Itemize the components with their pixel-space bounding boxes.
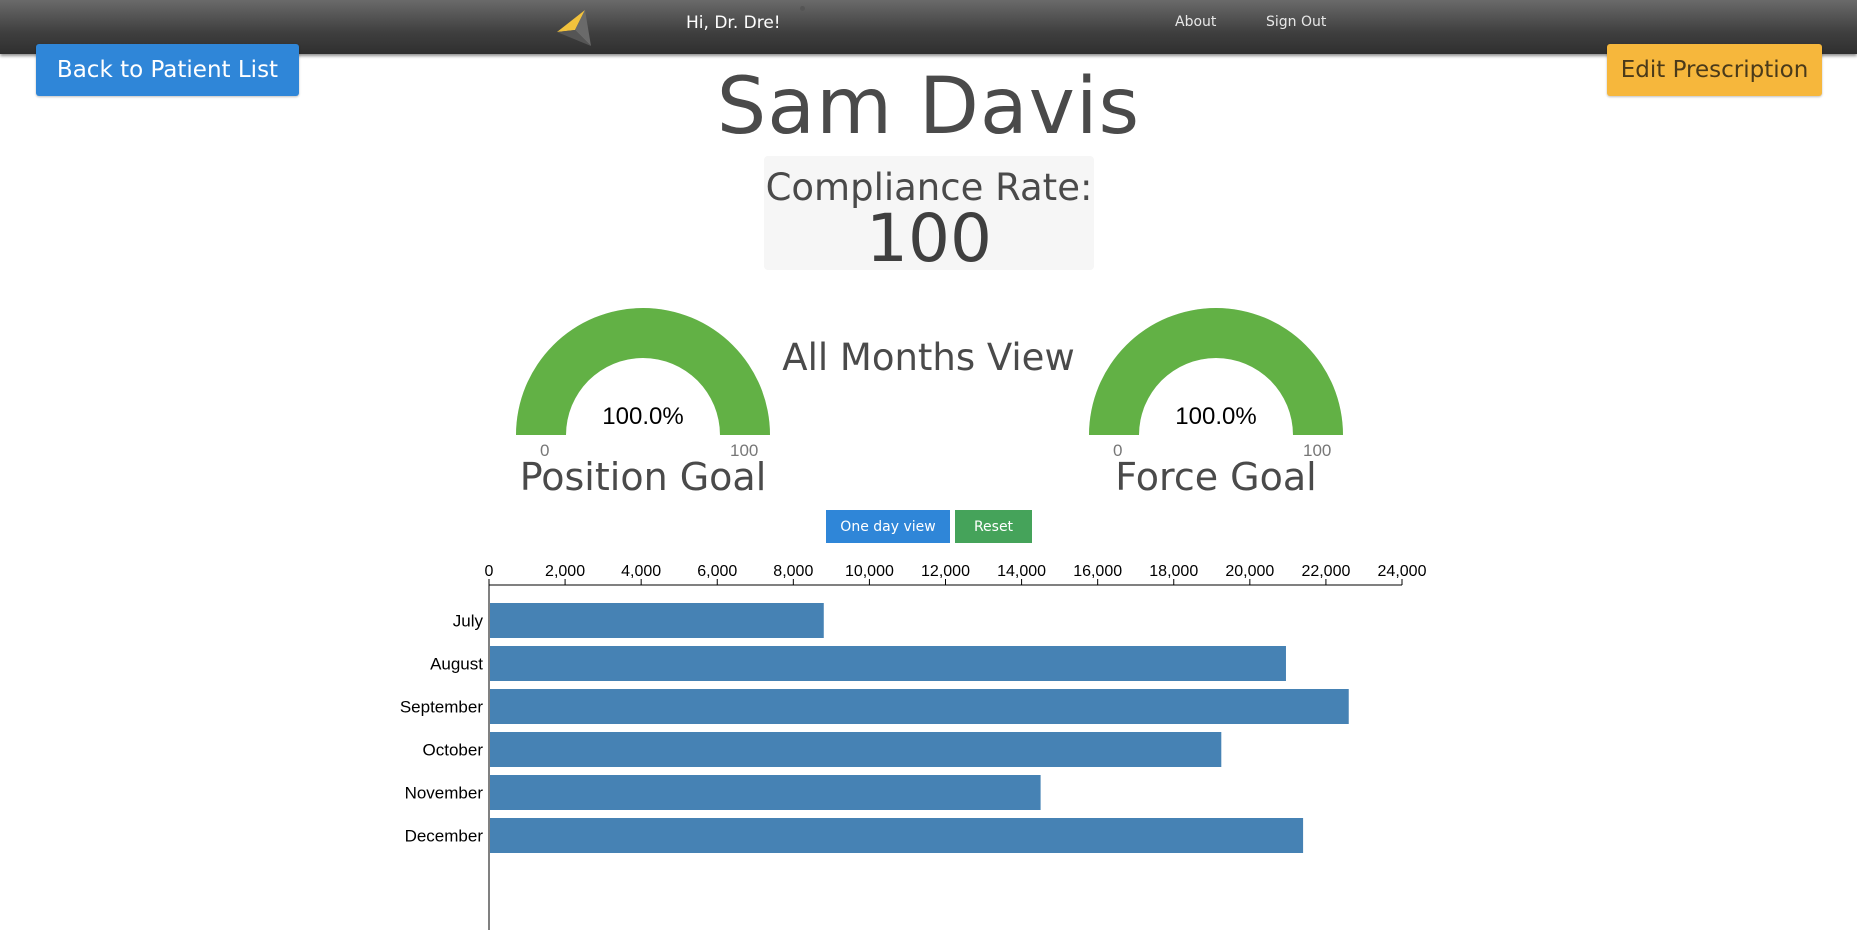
position-goal-gauge: 100.0% 0 100 Position Goal — [508, 300, 778, 500]
position-goal-max: 100 — [730, 441, 759, 460]
view-title: All Months View — [782, 336, 1075, 379]
category-label: July — [453, 612, 484, 631]
category-label: October — [423, 741, 484, 760]
x-tick-label: 4,000 — [621, 563, 661, 580]
x-tick-label: 14,000 — [997, 563, 1046, 580]
force-goal-label: Force Goal — [1115, 455, 1317, 499]
position-goal-label: Position Goal — [519, 455, 767, 499]
arrow-logo-icon[interactable] — [555, 8, 595, 48]
x-tick-label: 8,000 — [773, 563, 813, 580]
status-dot — [800, 6, 805, 11]
compliance-label: Compliance Rate: — [765, 166, 1093, 209]
bar-july — [490, 603, 824, 638]
bar-november — [490, 775, 1041, 810]
x-tick-label: 16,000 — [1073, 563, 1122, 580]
edit-prescription-button[interactable]: Edit Prescription — [1607, 44, 1822, 96]
position-goal-percent: 100.0% — [602, 403, 684, 430]
x-tick-label: 6,000 — [697, 563, 737, 580]
x-tick-label: 12,000 — [921, 563, 970, 580]
x-tick-label: 24,000 — [1378, 563, 1427, 580]
greeting-text: Hi, Dr. Dre! — [686, 13, 781, 33]
force-goal-min: 0 — [1113, 441, 1123, 460]
x-tick-label: 2,000 — [545, 563, 585, 580]
x-tick-label: 18,000 — [1149, 563, 1198, 580]
patient-name: Sam Davis — [716, 62, 1141, 152]
nav-sign-out-link[interactable]: Sign Out — [1266, 14, 1327, 30]
bar-october — [490, 732, 1222, 767]
bar-august — [490, 646, 1286, 681]
x-tick-label: 10,000 — [845, 563, 894, 580]
category-label: August — [430, 655, 483, 674]
force-goal-gauge: 100.0% 0 100 Force Goal — [1081, 300, 1351, 500]
category-label: December — [405, 827, 484, 846]
x-tick-label: 0 — [485, 563, 494, 580]
position-gauge-arc — [516, 308, 770, 435]
x-tick-label: 22,000 — [1301, 563, 1350, 580]
top-navbar: Hi, Dr. Dre! About Sign Out — [0, 0, 1857, 54]
monthly-usage-bar-chart: 0 2,000 4,000 6,000 8,000 10,000 12,000 14,000 1… — [400, 563, 1427, 930]
position-goal-min: 0 — [540, 441, 550, 460]
compliance-value: 100 — [866, 200, 992, 277]
back-to-patient-list-button[interactable]: Back to Patient List — [36, 44, 299, 96]
reset-button[interactable]: Reset — [955, 510, 1032, 543]
one-day-view-button[interactable]: One day view — [826, 510, 950, 543]
position-gauge-fill — [516, 308, 770, 435]
category-label: September — [400, 698, 483, 717]
bar-september — [490, 689, 1349, 724]
category-label: November — [405, 784, 484, 803]
force-goal-percent: 100.0% — [1175, 403, 1257, 430]
nav-about-link[interactable]: About — [1175, 14, 1217, 30]
bar-december — [490, 818, 1304, 853]
compliance-card: Compliance Rate: 100 — [764, 156, 1094, 277]
force-gauge-fill — [1089, 308, 1343, 435]
force-goal-max: 100 — [1303, 441, 1332, 460]
force-gauge-arc — [1089, 308, 1343, 435]
x-tick-label: 20,000 — [1225, 563, 1274, 580]
